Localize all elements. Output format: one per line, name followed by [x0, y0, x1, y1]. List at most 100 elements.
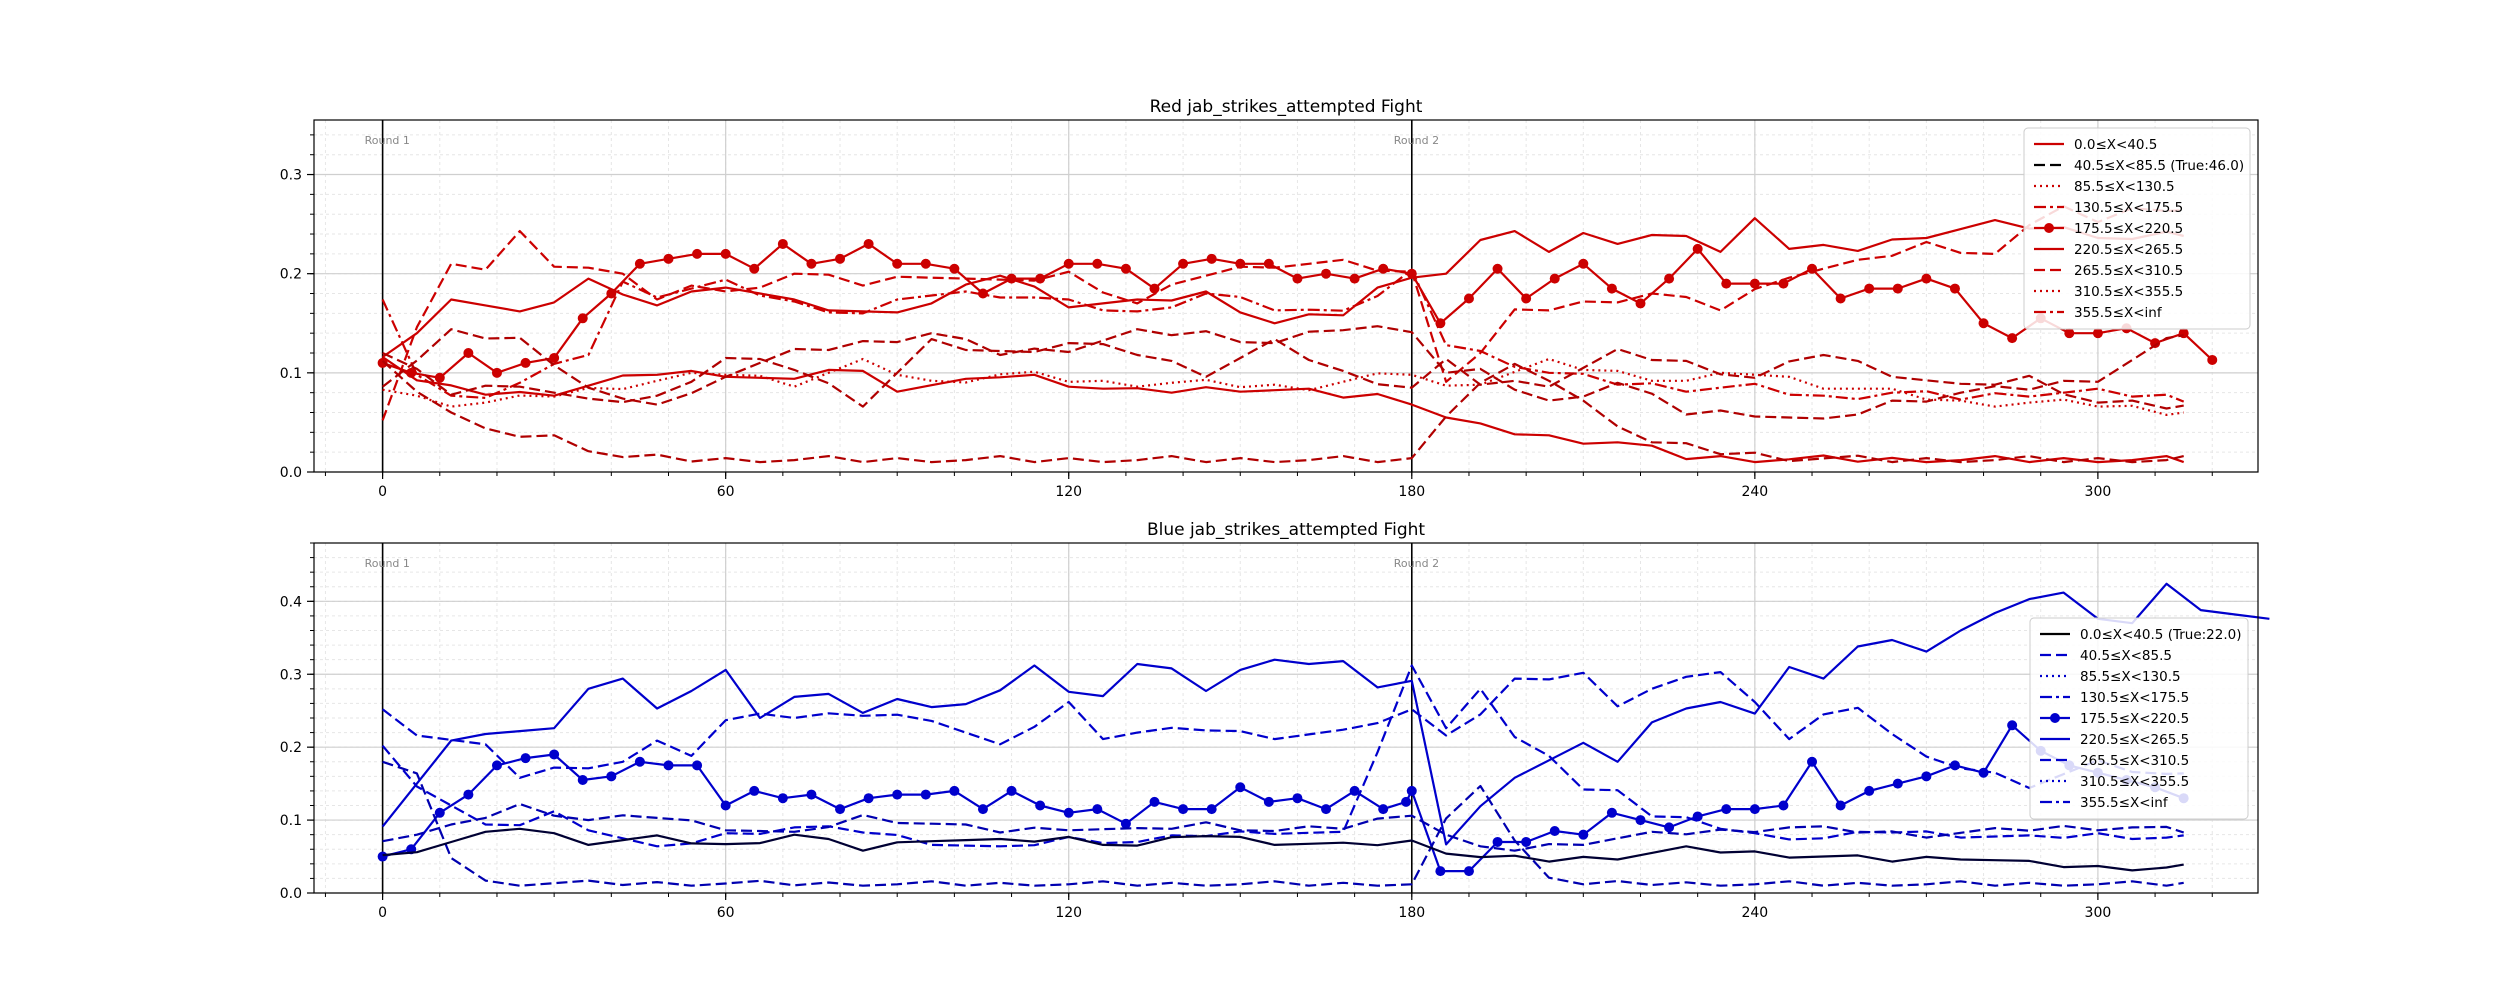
- chart-panel-blue: Round 1 Round 2 0 60 120 180 240 300 0.0 0.1 0.2 0.…: [280, 520, 2270, 921]
- series-marker: [1463, 293, 1474, 304]
- legend: 0.0≤X<40.5 40.5≤X<85.5 (True:46.0) 85.5≤X<…: [2023, 127, 2251, 330]
- series-marker: [1549, 273, 1560, 284]
- legend-label: 130.5≤X<175.5: [2080, 690, 2189, 706]
- legend-label: 220.5≤X<265.5: [2080, 732, 2189, 748]
- series-marker: [1435, 866, 1446, 877]
- series-marker: [949, 785, 960, 796]
- legend-label: 265.5≤X<310.5: [2080, 753, 2189, 769]
- series-marker: [806, 258, 817, 269]
- legend-label: 40.5≤X<85.5: [2080, 648, 2172, 664]
- series-marker: [634, 756, 645, 767]
- series-marker: [1635, 298, 1646, 309]
- legend-label: 310.5≤X<355.5: [2074, 284, 2183, 300]
- series-marker: [977, 288, 988, 299]
- series-marker: [1721, 278, 1732, 289]
- series-marker: [549, 749, 560, 760]
- series-marker: [2207, 354, 2218, 365]
- series-marker: [1206, 804, 1217, 815]
- series-marker: [663, 760, 674, 771]
- legend-label: 0.0≤X<40.5 (True:22.0): [2080, 627, 2242, 643]
- legend-marker: [2050, 713, 2060, 723]
- series-marker: [1978, 318, 1989, 329]
- series-marker: [1401, 796, 1412, 807]
- series-marker: [2092, 328, 2103, 339]
- series-marker: [920, 789, 931, 800]
- series-marker: [1006, 785, 1017, 796]
- series-marker: [1435, 318, 1446, 329]
- series-marker: [1606, 807, 1617, 818]
- round-label: Round 2: [1394, 557, 1439, 570]
- series-marker: [1406, 785, 1417, 796]
- series-marker: [1807, 756, 1818, 767]
- series-marker: [1063, 807, 1074, 818]
- series-marker: [1492, 263, 1503, 274]
- plot-area: [314, 120, 2258, 472]
- series-marker: [1321, 268, 1332, 279]
- x-tick-label: 60: [717, 484, 735, 500]
- series-marker: [2064, 328, 2075, 339]
- series-marker: [1921, 273, 1932, 284]
- series-line: [381, 671, 2184, 790]
- series-marker: [1692, 243, 1703, 254]
- series-marker: [1063, 258, 1074, 269]
- series-marker: [777, 793, 788, 804]
- y-tick-label: 0.0: [280, 465, 302, 481]
- series-marker: [1635, 815, 1646, 826]
- series-marker: [1349, 273, 1360, 284]
- x-tick-label: 240: [1741, 484, 1768, 500]
- series-marker: [720, 800, 731, 811]
- series-marker: [1749, 804, 1760, 815]
- y-tick-label: 0.1: [280, 366, 302, 382]
- y-tick-label: 0.3: [280, 168, 302, 184]
- legend-label: 0.0≤X<40.5: [2074, 137, 2157, 153]
- series-line: [382, 760, 2184, 887]
- legend-label: 85.5≤X<130.5: [2080, 669, 2181, 685]
- legend-box: [2023, 127, 2251, 330]
- series-marker: [1120, 263, 1131, 274]
- x-tick-label: 180: [1398, 905, 1425, 921]
- series-marker: [377, 851, 388, 862]
- series-line: [382, 338, 2184, 410]
- round-label: Round 2: [1394, 134, 1439, 147]
- series-marker: [377, 357, 388, 368]
- series-marker: [749, 263, 760, 274]
- series-marker: [1321, 804, 1332, 815]
- series-marker: [406, 367, 417, 378]
- series-marker: [520, 753, 531, 764]
- series-marker: [1606, 283, 1617, 294]
- series-marker: [1120, 818, 1131, 829]
- chart-title: Red jab_strikes_attempted Fight: [1150, 97, 1423, 117]
- series-marker: [606, 771, 617, 782]
- x-tick-label: 300: [2085, 484, 2112, 500]
- series-line: [381, 217, 2184, 358]
- y-tick-label: 0.4: [280, 594, 302, 610]
- series-marker: [1921, 771, 1932, 782]
- series-marker: [549, 352, 560, 363]
- y-tick-label: 0.1: [280, 813, 302, 829]
- series-marker: [835, 253, 846, 264]
- series-line: [381, 268, 2185, 403]
- series-marker: [1492, 836, 1503, 847]
- y-tick-label: 0.0: [280, 886, 302, 902]
- series-line: [381, 205, 2184, 421]
- legend-marker: [2044, 223, 2054, 233]
- y-tick-label: 0.3: [280, 667, 302, 683]
- legend-label: 85.5≤X<130.5: [2074, 179, 2175, 195]
- series-marker: [1664, 822, 1675, 833]
- series-marker: [1749, 278, 1760, 289]
- series-marker: [920, 258, 931, 269]
- round-label: Round 1: [365, 557, 410, 570]
- x-tick-label: 60: [717, 905, 735, 921]
- legend-label: 355.5≤X<inf: [2080, 795, 2169, 811]
- series-line: [382, 357, 2184, 416]
- series-line: [382, 827, 2184, 872]
- series-marker: [1263, 796, 1274, 807]
- series-marker: [1149, 283, 1160, 294]
- series-marker: [1463, 866, 1474, 877]
- series-marker: [1778, 278, 1789, 289]
- series-marker: [977, 804, 988, 815]
- series-marker: [1578, 258, 1589, 269]
- series-marker: [777, 238, 788, 249]
- series-marker: [1978, 767, 1989, 778]
- series-marker: [1292, 793, 1303, 804]
